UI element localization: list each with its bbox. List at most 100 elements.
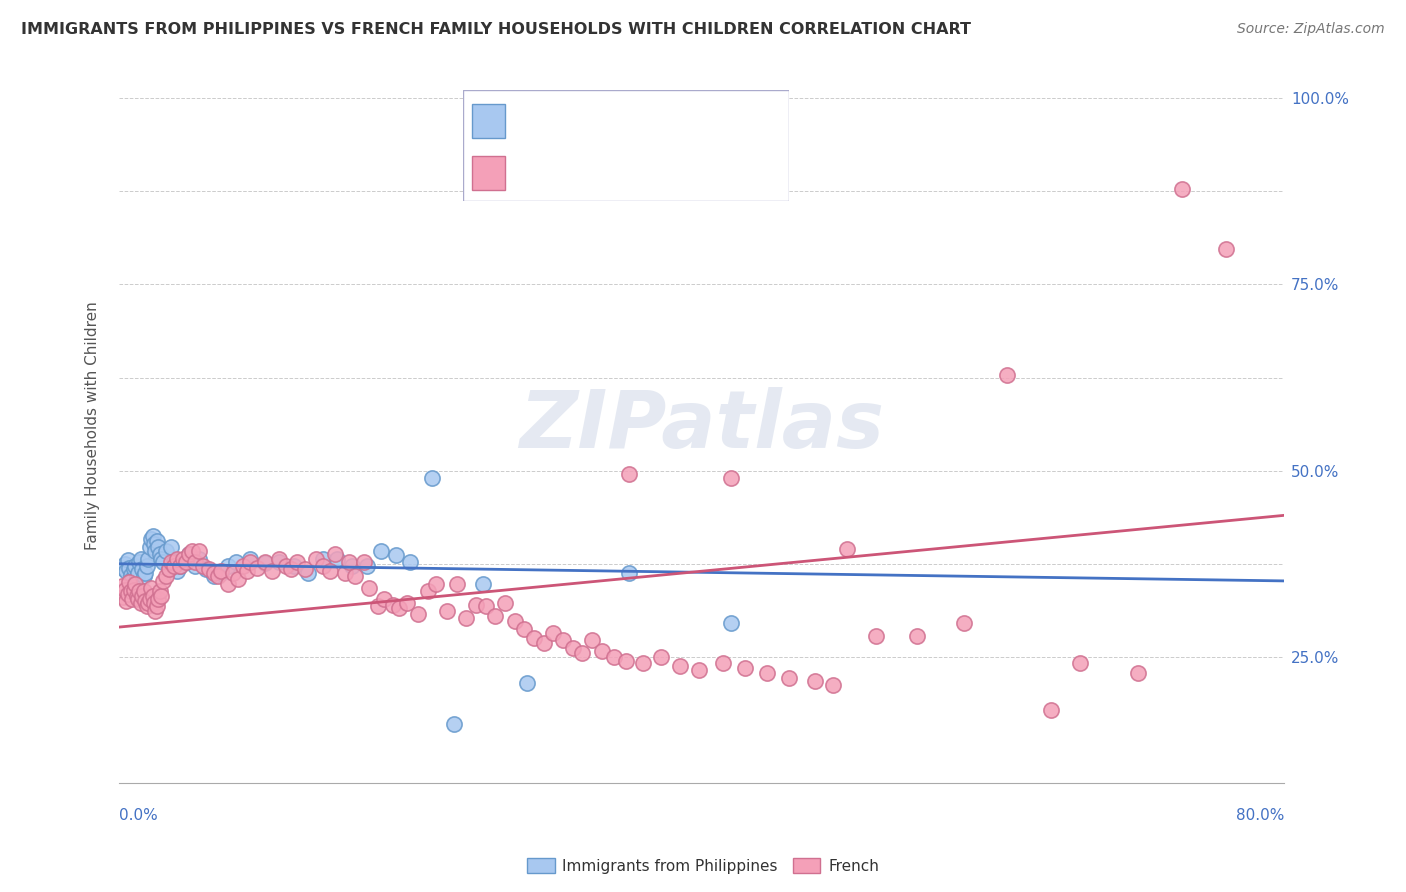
Point [541,626,564,640]
Point [253,556,276,570]
Point [135,599,157,614]
Point [516,676,538,690]
Point [323,547,346,561]
Text: 80.0%: 80.0% [1236,808,1284,823]
Point [169,559,191,574]
Point [396,596,419,610]
Point [184,559,207,574]
Point [340,559,363,574]
Point [121,591,143,606]
Point [276,559,298,574]
Point [260,564,283,578]
Point [131,562,153,576]
Point [124,559,146,574]
Point [778,671,800,685]
Point [112,560,135,574]
Point [146,599,169,614]
Point [454,611,477,625]
Point [446,577,468,591]
Point [283,559,305,574]
Point [160,540,183,554]
Point [553,633,575,648]
Point [207,569,229,583]
Point [118,560,141,574]
Point [475,599,498,614]
Point [128,584,150,599]
Point [131,589,153,603]
Point [297,566,319,581]
Point [150,551,173,566]
Point [112,591,135,605]
Point [141,529,163,543]
Point [720,616,742,631]
Point [343,569,366,583]
Point [143,536,166,550]
Point [388,601,411,615]
Point [148,591,170,606]
Point [148,540,170,554]
Point [952,616,974,631]
Point [494,596,516,610]
Point [294,562,316,576]
Point [333,566,356,581]
Point [177,547,200,561]
Point [668,658,690,673]
Point [145,604,167,618]
Point [217,577,239,591]
Point [157,562,180,576]
Point [118,575,141,590]
Point [127,566,149,581]
Point [373,591,395,606]
Point [202,566,225,581]
Point [503,614,526,628]
Point [121,572,143,586]
Point [128,555,150,569]
Point [591,644,613,658]
Point [111,579,134,593]
Point [239,555,262,569]
Point [617,566,640,581]
Point [253,555,276,569]
Point [163,559,186,574]
Point [139,582,162,596]
Point [734,661,756,675]
Point [122,562,145,576]
Point [513,622,536,636]
Point [472,577,495,591]
Point [905,629,928,643]
Point [269,551,291,566]
Point [821,678,844,692]
Legend: Immigrants from Philippines, French: Immigrants from Philippines, French [522,852,884,880]
Point [150,589,173,603]
Point [420,471,443,485]
Point [195,562,218,576]
Point [1215,242,1237,256]
Point [631,656,654,670]
Point [406,607,429,621]
Text: IMMIGRANTS FROM PHILIPPINES VS FRENCH FAMILY HOUSEHOLDS WITH CHILDREN CORRELATIO: IMMIGRANTS FROM PHILIPPINES VS FRENCH FA… [21,22,972,37]
Point [581,633,603,648]
Point [120,584,142,599]
Point [136,551,159,566]
Point [1039,704,1062,718]
Point [174,555,197,569]
Point [166,564,188,578]
Point [193,559,215,574]
Point [129,596,152,610]
Point [132,584,155,599]
Point [202,569,225,583]
Point [650,649,672,664]
Point [614,654,637,668]
Point [117,586,139,600]
Point [711,656,734,670]
Point [571,646,593,660]
Point [381,598,404,612]
Point [326,552,349,566]
Point [304,551,326,566]
Point [688,663,710,677]
Text: Source: ZipAtlas.com: Source: ZipAtlas.com [1237,22,1385,37]
Text: ZIPatlas: ZIPatlas [519,387,884,465]
Point [155,544,177,558]
Point [132,569,155,583]
Point [221,566,243,581]
